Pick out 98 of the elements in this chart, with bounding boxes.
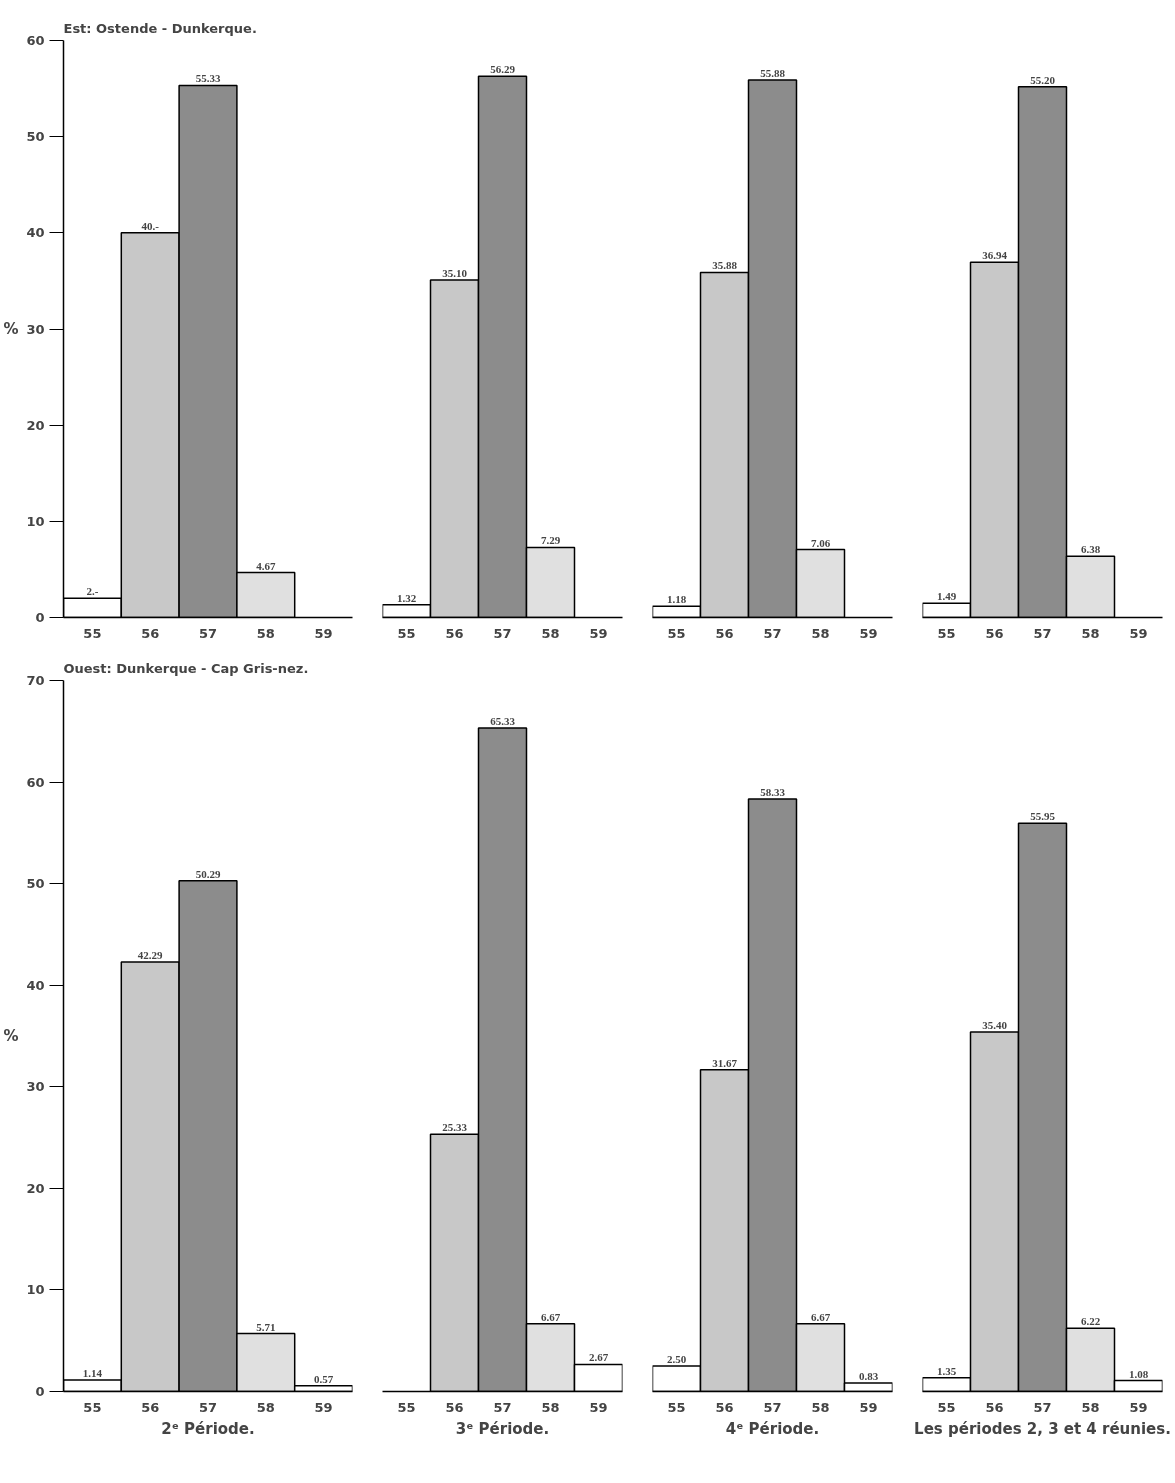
x-tick-label: 59 xyxy=(859,625,878,641)
x-tick-label: 58 xyxy=(256,1399,275,1415)
x-tick-label: 58 xyxy=(811,1399,830,1415)
x-axis-title: Les périodes 2, 3 et 4 réunies. xyxy=(914,1419,1171,1438)
x-axis-title: 2ᵉ Période. xyxy=(161,1419,255,1438)
y-tick-label: 10 xyxy=(26,1282,45,1298)
data-label: 35.40 xyxy=(982,1018,1008,1031)
data-label: 1.14 xyxy=(82,1366,103,1379)
x-tick-label: 55 xyxy=(83,625,102,641)
x-tick-label: 58 xyxy=(256,625,275,641)
data-label: 7.06 xyxy=(810,536,831,549)
y-tick-label: 50 xyxy=(26,129,45,145)
data-label: 65.33 xyxy=(490,714,516,727)
y-tick-label: 0 xyxy=(35,610,45,625)
data-label: 50.29 xyxy=(195,867,221,880)
data-label: 4.67 xyxy=(256,559,276,572)
x-tick-label: 56 xyxy=(985,1399,1004,1415)
x-tick-label: 56 xyxy=(715,625,734,641)
x-tick-label: 59 xyxy=(1129,1399,1148,1415)
data-label: 0.57 xyxy=(313,1372,334,1385)
x-tick-label: 56 xyxy=(141,625,160,641)
x-tick-label: 58 xyxy=(541,625,560,641)
x-tick-label: 57 xyxy=(198,1399,218,1415)
y-tick-label: 40 xyxy=(26,225,45,241)
data-label: 31.67 xyxy=(712,1056,738,1069)
data-label: 58.33 xyxy=(760,786,786,799)
x-tick-label: 59 xyxy=(589,625,608,641)
y-tick-label: 40 xyxy=(26,977,45,993)
x-tick-label: 55 xyxy=(397,1399,416,1415)
y-tick-label: 60 xyxy=(26,774,45,790)
data-label: 5.71 xyxy=(256,1320,276,1333)
x-tick-label: 58 xyxy=(811,625,830,641)
x-tick-label: 55 xyxy=(937,625,956,641)
x-tick-label: 58 xyxy=(1081,1399,1100,1415)
y-tick-label: 0 xyxy=(35,1384,45,1399)
chart-title: Est: Ostende - Dunkerque. xyxy=(63,20,257,36)
y-tick-label: 50 xyxy=(26,876,45,892)
data-label: 0.83 xyxy=(858,1370,879,1383)
data-label: 55.33 xyxy=(195,72,221,85)
x-tick-label: 59 xyxy=(314,625,333,641)
x-tick-label: 58 xyxy=(541,1399,560,1415)
data-label: 6.38 xyxy=(1080,543,1101,556)
data-label: 42.29 xyxy=(137,948,164,961)
x-tick-label: 59 xyxy=(589,1399,608,1415)
x-tick-label: 59 xyxy=(314,1399,333,1415)
y-tick-label: 70 xyxy=(26,673,45,688)
y-tick-label: 20 xyxy=(26,417,45,433)
x-tick-label: 59 xyxy=(859,1399,878,1415)
x-tick-label: 57 xyxy=(493,625,512,641)
x-axis-title: 4ᵉ Période. xyxy=(725,1419,820,1438)
y-tick-label: 30 xyxy=(26,321,45,337)
x-tick-label: 55 xyxy=(937,1399,956,1415)
data-label: 1.32 xyxy=(396,591,417,604)
y-tick-label: 20 xyxy=(26,1180,45,1196)
data-label: 2.67 xyxy=(588,1351,609,1364)
y-axis-title: % xyxy=(3,320,19,338)
x-tick-label: 57 xyxy=(493,1399,512,1415)
y-tick-label: 30 xyxy=(26,1079,45,1095)
x-tick-label: 57 xyxy=(763,625,782,641)
y-tick-label: 10 xyxy=(26,513,45,529)
x-tick-label: 55 xyxy=(83,1399,102,1415)
data-label: 25.33 xyxy=(442,1121,468,1134)
data-label: 55.20 xyxy=(1030,73,1056,86)
chart-title: Ouest: Dunkerque - Cap Gris-nez. xyxy=(63,660,309,676)
x-tick-label: 57 xyxy=(1033,625,1052,641)
data-label: 1.35 xyxy=(936,1364,957,1377)
x-tick-label: 55 xyxy=(667,625,686,641)
x-tick-label: 55 xyxy=(667,1399,686,1415)
x-tick-label: 57 xyxy=(1033,1399,1052,1415)
data-label: 56.29 xyxy=(490,63,516,76)
x-tick-label: 57 xyxy=(763,1399,782,1415)
x-tick-label: 57 xyxy=(198,625,218,641)
x-tick-label: 58 xyxy=(1081,625,1100,641)
data-label: 2.50 xyxy=(666,1353,687,1366)
x-tick-label: 56 xyxy=(141,1399,160,1415)
x-tick-label: 56 xyxy=(445,1399,464,1415)
y-tick-label: 60 xyxy=(26,33,45,48)
data-label: 40.- xyxy=(141,219,160,232)
data-label: 6.67 xyxy=(810,1310,831,1323)
data-label: 1.18 xyxy=(666,593,687,606)
data-label: 1.49 xyxy=(936,590,957,603)
data-label: 35.88 xyxy=(712,259,738,272)
data-label: 6.22 xyxy=(1080,1315,1101,1328)
data-label: 35.10 xyxy=(442,266,468,279)
x-tick-label: 55 xyxy=(397,625,416,641)
data-label: 1.08 xyxy=(1128,1367,1149,1380)
data-label: 55.95 xyxy=(1030,810,1056,823)
x-tick-label: 56 xyxy=(715,1399,734,1415)
data-label: 6.67 xyxy=(540,1310,561,1323)
x-tick-label: 56 xyxy=(445,625,464,641)
x-tick-label: 59 xyxy=(1129,625,1148,641)
x-tick-label: 56 xyxy=(985,625,1004,641)
x-axis-title: 3ᵉ Période. xyxy=(455,1419,550,1438)
data-label: 2.- xyxy=(86,585,99,598)
data-label: 7.29 xyxy=(540,534,561,547)
data-label: 36.94 xyxy=(982,249,1008,262)
data-label: 55.88 xyxy=(760,67,786,80)
y-axis-title: % xyxy=(3,1027,19,1045)
